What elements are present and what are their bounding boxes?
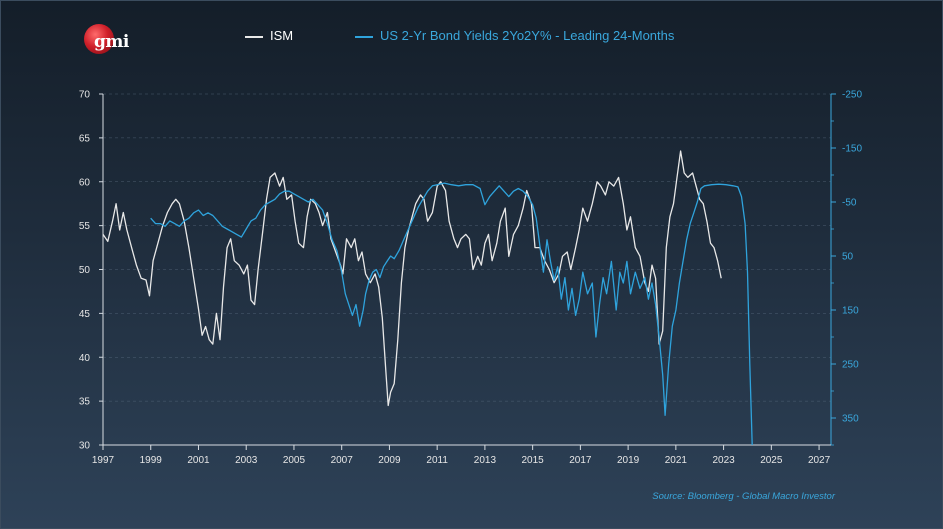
- logo-text: gmi: [94, 32, 129, 52]
- x-tick-label: 1999: [140, 455, 163, 466]
- series-line-bond: [150, 182, 753, 446]
- y-right-tick-label: 150: [842, 306, 859, 317]
- y-left-tick-label: 65: [79, 133, 91, 144]
- legend-swatch-bond: [355, 35, 373, 38]
- x-tick-label: 2001: [187, 455, 210, 466]
- y-left-tick-label: 40: [79, 353, 91, 364]
- y-left-tick-label: 55: [79, 221, 91, 232]
- y-right-tick-label: 350: [842, 414, 859, 425]
- legend-label-ism: ISM: [270, 28, 294, 43]
- y-right-tick-label: -150: [842, 144, 862, 155]
- y-left-tick-label: 35: [79, 397, 91, 408]
- x-tick-label: 1997: [92, 455, 115, 466]
- x-tick-label: 2003: [235, 455, 258, 466]
- y-right-tick-label: 50: [842, 252, 854, 263]
- x-tick-label: 2005: [283, 455, 306, 466]
- x-tick-label: 2027: [808, 455, 831, 466]
- x-tick-label: 2023: [712, 455, 735, 466]
- x-tick-label: 2009: [378, 455, 401, 466]
- y-left-tick-label: 50: [79, 265, 91, 276]
- y-right-tick-label: -50: [842, 198, 857, 209]
- x-tick-label: 2021: [665, 455, 688, 466]
- x-tick-label: 2011: [426, 455, 448, 466]
- x-tick-label: 2025: [760, 455, 783, 466]
- y-left-tick-label: 70: [79, 90, 91, 101]
- y-left-tick-label: 45: [79, 309, 91, 320]
- legend-swatch-ism: [245, 35, 263, 38]
- y-left-tick-label: 30: [79, 441, 91, 452]
- x-tick-label: 2019: [617, 455, 640, 466]
- x-tick-label: 2017: [569, 455, 592, 466]
- legend-item-ism: ISM: [245, 28, 293, 46]
- x-tick-label: 2013: [474, 455, 497, 466]
- source-note: Source: Bloomberg - Global Macro Investo…: [652, 491, 835, 502]
- y-right-tick-label: -250: [842, 90, 862, 101]
- y-left-tick-label: 60: [79, 177, 91, 188]
- gmi-logo: gmi: [84, 24, 144, 58]
- legend-label-bond: US 2-Yr Bond Yields 2Yo2Y% - Leading 24-…: [380, 28, 675, 43]
- y-right-tick-label: 250: [842, 360, 859, 371]
- logo-ball-icon: [84, 24, 114, 54]
- x-tick-label: 2007: [331, 455, 354, 466]
- x-tick-label: 2015: [522, 455, 545, 466]
- legend-item-bond: US 2-Yr Bond Yields 2Yo2Y% - Leading 24-…: [355, 28, 674, 46]
